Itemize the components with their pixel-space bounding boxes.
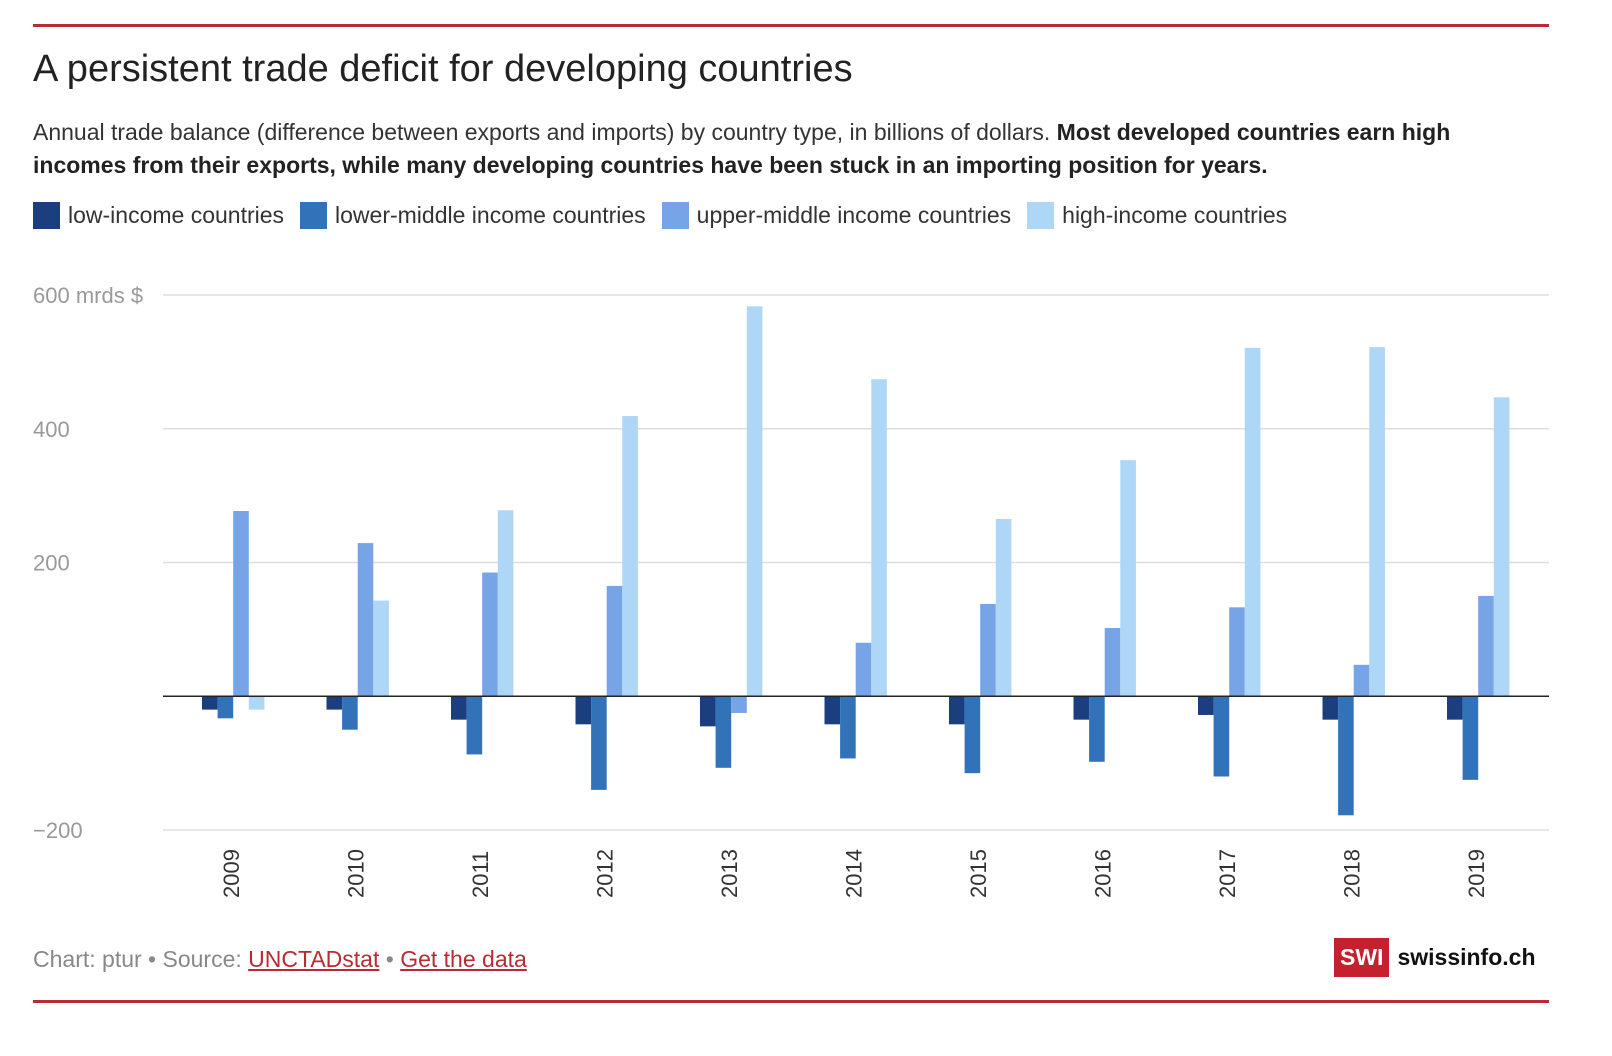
bar <box>840 696 856 759</box>
bar <box>1198 696 1214 715</box>
legend-item-low-income: low-income countries <box>33 202 284 229</box>
bar <box>824 696 841 725</box>
bar <box>482 572 498 697</box>
bar <box>1120 460 1136 697</box>
legend-item-high-income: high-income countries <box>1027 202 1287 229</box>
bar <box>1073 696 1090 720</box>
footer-credit: Chart: ptur • Source: UNCTADstat • Get t… <box>33 946 527 973</box>
bar <box>731 696 747 713</box>
bar <box>1462 696 1479 780</box>
bar-chart: 600 mrds $ 400 200 −200 2009 2010 2011 2012 2013… <box>33 283 1549 898</box>
bottom-rule <box>33 1000 1549 1003</box>
y-tick-label: 600 mrds $ <box>33 283 143 308</box>
bar <box>700 696 716 727</box>
subtitle-bold: Most developed countries earn high incom… <box>33 119 1451 178</box>
top-rule <box>33 24 1549 27</box>
bar <box>715 696 732 768</box>
x-tick-label: 2013 <box>717 849 742 898</box>
get-data-link[interactable]: Get the data <box>400 946 527 972</box>
bar <box>622 416 638 697</box>
chart-subtitle: Annual trade balance (difference between… <box>33 116 1543 182</box>
bar <box>248 696 265 710</box>
legend-swatch-lower-middle-income <box>300 202 328 229</box>
bar <box>949 696 965 725</box>
bar <box>1447 696 1463 720</box>
x-tick-label: 2018 <box>1340 849 1365 898</box>
bar <box>980 603 996 697</box>
x-tick-label: 2019 <box>1464 849 1489 898</box>
y-tick-label: −200 <box>33 818 83 843</box>
legend-swatch-low-income <box>33 202 60 229</box>
bar <box>1493 397 1510 697</box>
bar <box>451 696 467 720</box>
bar <box>855 642 872 697</box>
bar <box>591 696 607 790</box>
bar <box>1338 696 1354 816</box>
legend-item-upper-middle-income: upper-middle income countries <box>661 202 1012 229</box>
bar <box>575 696 592 725</box>
y-tick-label: 200 <box>33 551 70 576</box>
bar <box>1104 628 1121 697</box>
legend-swatch-upper-middle-income <box>661 202 689 229</box>
bar <box>1089 696 1105 762</box>
bar <box>357 543 374 697</box>
bar <box>217 696 234 719</box>
x-tick-label: 2016 <box>1091 849 1116 898</box>
bar <box>233 511 249 697</box>
bar <box>871 379 887 697</box>
legend-label-lower-middle-income: lower-middle income countries <box>335 202 646 228</box>
y-tick-label: 400 <box>33 417 70 442</box>
legend: low-income countries lower-middle income… <box>33 202 1303 229</box>
bar <box>1229 607 1245 697</box>
legend-swatch-high-income <box>1027 202 1055 229</box>
bar <box>342 696 358 730</box>
bar <box>606 585 623 697</box>
x-tick-label: 2014 <box>842 849 867 898</box>
subtitle-regular: Annual trade balance (difference between… <box>33 119 1057 145</box>
x-tick-label: 2009 <box>219 849 244 898</box>
x-tick-label: 2015 <box>966 849 991 898</box>
chart-title: A persistent trade deficit for developin… <box>33 48 853 90</box>
bar <box>1478 595 1494 697</box>
bar <box>1353 664 1370 697</box>
legend-label-upper-middle-income: upper-middle income countries <box>696 202 1012 228</box>
bar <box>1369 347 1385 697</box>
bar <box>746 306 763 697</box>
bar <box>1244 347 1261 697</box>
bar <box>466 696 483 755</box>
x-tick-label: 2011 <box>468 851 493 898</box>
legend-label-high-income: high-income countries <box>1062 202 1288 228</box>
bar <box>1322 696 1339 720</box>
legend-item-lower-middle-income: lower-middle income countries <box>300 202 646 229</box>
x-tick-label: 2017 <box>1215 849 1240 898</box>
bar <box>995 519 1012 697</box>
bar <box>964 696 981 774</box>
source-link[interactable]: UNCTADstat <box>248 946 380 972</box>
swissinfo-logo[interactable]: SWI swissinfo.ch <box>1334 938 1536 977</box>
bar <box>326 696 343 710</box>
legend-label-low-income: low-income countries <box>68 202 285 228</box>
bar <box>497 510 514 697</box>
footer-prefix: Chart: ptur • Source: <box>33 946 249 972</box>
x-tick-label: 2010 <box>344 849 369 898</box>
bar <box>1213 696 1230 777</box>
bar <box>373 600 389 697</box>
footer-separator: • <box>379 946 401 972</box>
logo-box: SWI <box>1334 938 1390 977</box>
x-tick-label: 2012 <box>593 849 618 898</box>
logo-text: swissinfo.ch <box>1397 944 1536 970</box>
bar <box>202 696 218 710</box>
